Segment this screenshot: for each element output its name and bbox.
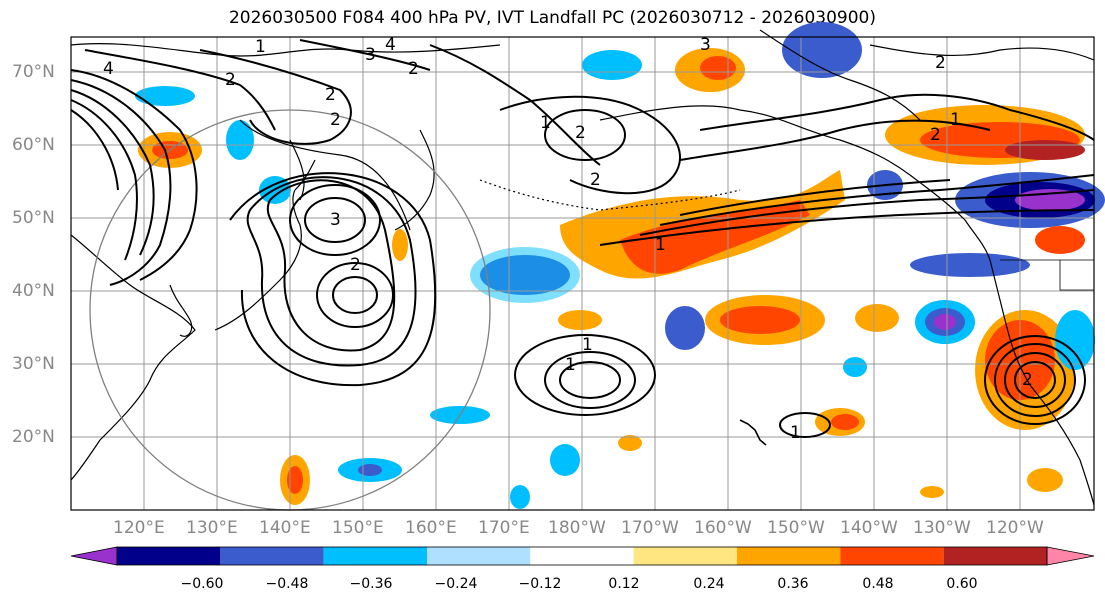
contour-label: 1 (582, 335, 593, 355)
graticule (71, 37, 1094, 510)
lon-tick: 160°E (405, 518, 457, 538)
contour-label: 2 (325, 85, 336, 105)
lat-tick: 30°N (12, 354, 55, 374)
anomaly-neg-2 (226, 120, 254, 160)
map-title: 2026030500 F084 400 hPa PV, IVT Landfall… (228, 8, 876, 28)
colorbar-label: −0.60 (180, 576, 224, 592)
contour-label: 1 (255, 37, 266, 57)
contour-label: 1 (790, 423, 801, 443)
colorbar-segment (840, 547, 944, 565)
colorbar (70, 546, 1095, 566)
colorbar-border (116, 546, 1048, 566)
anomaly-neg-12 (665, 306, 705, 350)
colorbar-segment (737, 547, 841, 565)
contour-label: 2 (935, 53, 946, 73)
contour-label: 3 (700, 35, 711, 55)
anomaly-neg-5 (582, 50, 642, 80)
pv-contours (70, 39, 1095, 438)
contour-label: 1 (655, 235, 666, 255)
colorbar-label: 0.24 (693, 576, 725, 592)
colorbar-label: −0.48 (265, 576, 309, 592)
colorbar-label: −0.24 (434, 576, 478, 592)
colorbar-extend-low (70, 546, 118, 566)
contour-label: 2 (408, 59, 419, 79)
contour-label: 1 (540, 113, 551, 133)
lon-tick: 140°E (259, 518, 311, 538)
contour-label: 2 (350, 255, 361, 275)
contour-label: 2 (590, 170, 601, 190)
lon-tick: 140°W (840, 518, 898, 538)
lat-tick: 20°N (12, 427, 55, 447)
anomaly-neg-11 (1055, 310, 1095, 370)
lon-tick: 170°W (621, 518, 679, 538)
lon-tick: 130°E (186, 518, 238, 538)
anomaly-neg-6 (782, 22, 862, 78)
colorbar-segment (633, 547, 737, 565)
contour-label-group: 4 3 2 1 2 2 4 3 2 1 1 2 2 1 2 1 2 1 2 3 … (103, 35, 1033, 443)
lat-tick: 40°N (12, 281, 55, 301)
colorbar-label: 0.60 (946, 576, 978, 592)
lon-tick: 120°E (113, 518, 165, 538)
colorbar-segment (943, 547, 1047, 565)
contour-label: 1 (565, 355, 576, 375)
anomaly-pos-4 (1035, 226, 1085, 254)
lon-tick: 170°E (478, 518, 530, 538)
lon-tick: 150°W (767, 518, 825, 538)
contour-label: 3 (330, 210, 341, 230)
contour-label: 2 (330, 110, 341, 130)
contour-label: 2 (1022, 370, 1033, 390)
contour-label: 2 (575, 123, 586, 143)
contour-label: 2 (225, 70, 236, 90)
anomaly-neg-1 (135, 86, 195, 106)
lat-tick: 70°N (12, 62, 55, 82)
anomaly-neg-9 (910, 253, 1030, 277)
colorbar-segment (117, 547, 221, 565)
colorbar-label: 0.12 (608, 576, 640, 592)
lon-tick: 180°W (548, 518, 606, 538)
colorbar-segment (427, 547, 531, 565)
contour-label: 4 (103, 59, 114, 79)
contour-label: 2 (930, 125, 941, 145)
map-frame (70, 36, 1095, 511)
lon-tick: 160°W (694, 518, 752, 538)
colorbar-segment (530, 547, 634, 565)
contour-label: 1 (950, 110, 961, 130)
colorbar-segment (323, 547, 427, 565)
colorbar-label: −0.36 (349, 576, 393, 592)
contour-label: 4 (385, 35, 396, 55)
lon-tick: 150°E (332, 518, 384, 538)
colorbar-segment (220, 547, 324, 565)
lon-tick: 130°W (913, 518, 971, 538)
colorbar-extend-high (1046, 546, 1095, 566)
colorbar-label: 0.48 (862, 576, 894, 592)
lon-tick: 120°W (986, 518, 1044, 538)
contour-label: 3 (365, 45, 376, 65)
lat-tick: 60°N (12, 135, 55, 155)
lat-tick: 50°N (12, 208, 55, 228)
colorbar-label: 0.36 (777, 576, 809, 592)
colorbar-label: −0.12 (518, 576, 562, 592)
